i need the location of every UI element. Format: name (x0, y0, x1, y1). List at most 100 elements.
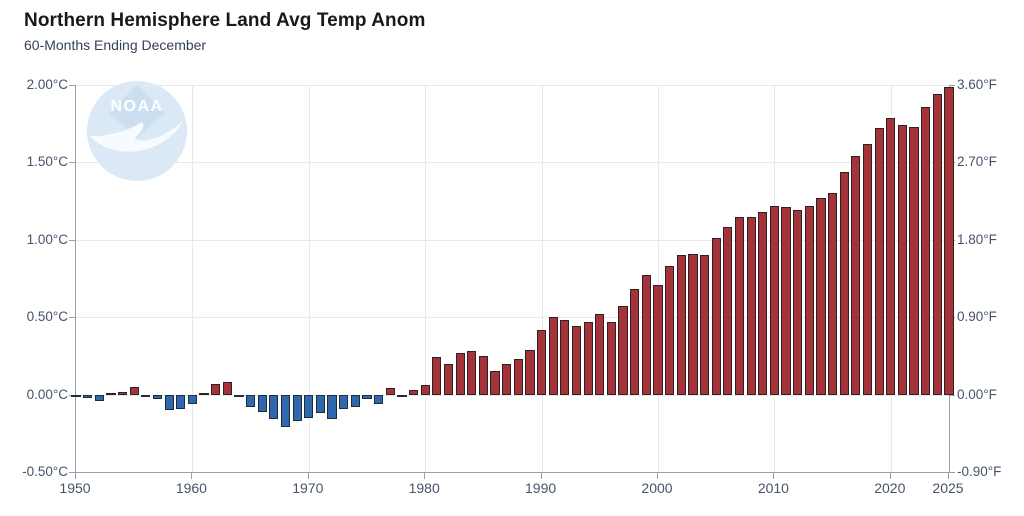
bar-1997[interactable] (618, 306, 628, 395)
bar-2006[interactable] (723, 227, 733, 395)
bar-1962[interactable] (211, 383, 221, 395)
gridline-vertical (658, 85, 659, 472)
bar-1994[interactable] (583, 321, 593, 395)
bar-2009[interactable] (758, 211, 768, 395)
bar-1978[interactable] (397, 394, 407, 397)
bar-1990[interactable] (537, 329, 547, 395)
bar-1974[interactable] (350, 394, 360, 407)
bar-1959[interactable] (176, 394, 186, 409)
y-tick-label-celsius: 0.50°C (26, 309, 68, 325)
chart-title: Northern Hemisphere Land Avg Temp Anom (24, 10, 426, 31)
y-tick-label-fahrenheit: -0.90°F (957, 464, 1002, 479)
axis-tick (191, 473, 193, 479)
bar-1967[interactable] (269, 394, 279, 420)
bar-2003[interactable] (688, 253, 698, 395)
bar-1956[interactable] (141, 394, 151, 397)
bar-1969[interactable] (292, 394, 302, 421)
bar-1951[interactable] (83, 394, 93, 398)
axis-tick (69, 472, 75, 473)
bar-1957[interactable] (152, 394, 163, 400)
bar-2021[interactable] (897, 125, 908, 395)
gridline-horizontal (76, 394, 949, 396)
bar-1963[interactable] (222, 382, 232, 395)
gridline-horizontal (76, 317, 949, 319)
bar-2010[interactable] (769, 205, 779, 395)
bar-2022[interactable] (909, 126, 919, 395)
bar-1970[interactable] (304, 394, 314, 418)
plot-area: NOAA (71, 81, 954, 473)
y-tick-label-fahrenheit: 3.60°F (957, 77, 997, 92)
gridline-horizontal (76, 85, 949, 86)
bar-2023[interactable] (921, 106, 931, 395)
bar-1954[interactable] (117, 391, 128, 395)
bar-1975[interactable] (362, 394, 372, 400)
bar-1953[interactable] (106, 393, 116, 396)
bar-2008[interactable] (746, 216, 756, 395)
gridline-vertical (541, 85, 543, 472)
bar-1973[interactable] (339, 394, 349, 409)
bar-1980[interactable] (420, 385, 430, 395)
bar-2025[interactable] (944, 86, 954, 395)
bar-1965[interactable] (246, 394, 256, 407)
y-tick-label-celsius: -0.50°C (22, 464, 68, 479)
bar-1981[interactable] (432, 357, 442, 395)
bar-2002[interactable] (676, 255, 686, 395)
bar-1950[interactable] (71, 394, 81, 397)
bar-2019[interactable] (874, 128, 884, 395)
axis-tick (307, 473, 309, 479)
bar-1985[interactable] (478, 355, 488, 395)
bar-2015[interactable] (828, 193, 838, 395)
bar-2024[interactable] (932, 94, 942, 395)
bar-1955[interactable] (129, 386, 139, 395)
gridline-vertical (192, 85, 194, 472)
bar-1979[interactable] (408, 389, 419, 395)
noaa-logo-bird (90, 120, 184, 152)
axis-tick (949, 85, 955, 86)
bar-1968[interactable] (280, 394, 291, 428)
bar-2001[interactable] (665, 266, 675, 395)
bar-2004[interactable] (699, 255, 710, 395)
bar-2020[interactable] (886, 117, 896, 395)
x-tick-label: 1980 (408, 480, 440, 496)
bar-1982[interactable] (443, 363, 454, 395)
bar-2018[interactable] (862, 143, 873, 395)
bar-1971[interactable] (315, 394, 326, 414)
bar-1993[interactable] (571, 326, 582, 395)
bar-1996[interactable] (606, 321, 617, 395)
bar-1984[interactable] (467, 351, 477, 395)
bar-1977[interactable] (385, 388, 395, 395)
bar-2013[interactable] (804, 205, 814, 395)
bar-1972[interactable] (327, 394, 337, 420)
bar-1988[interactable] (513, 358, 523, 395)
bar-1999[interactable] (641, 275, 651, 395)
noaa-logo-text: NOAA (110, 98, 163, 115)
bar-1961[interactable] (199, 393, 209, 396)
bar-1976[interactable] (374, 394, 384, 404)
bar-1989[interactable] (525, 349, 535, 395)
bar-2017[interactable] (851, 156, 861, 395)
bar-1960[interactable] (187, 394, 197, 404)
bar-1986[interactable] (490, 371, 500, 395)
bar-2012[interactable] (793, 210, 803, 395)
bar-2007[interactable] (734, 216, 745, 395)
bar-1966[interactable] (257, 394, 267, 412)
bar-2014[interactable] (816, 198, 826, 395)
bar-1952[interactable] (94, 394, 104, 401)
bar-1987[interactable] (502, 363, 512, 395)
bar-1992[interactable] (560, 320, 570, 395)
bar-1991[interactable] (548, 317, 558, 395)
bar-1958[interactable] (164, 394, 174, 411)
bar-1964[interactable] (234, 394, 244, 397)
bar-2005[interactable] (711, 238, 721, 395)
y-tick-label-fahrenheit: 2.70°F (957, 154, 997, 170)
bar-1995[interactable] (595, 314, 605, 395)
bar-2011[interactable] (781, 207, 791, 395)
axis-tick (540, 473, 542, 479)
axis-tick (424, 473, 426, 479)
bar-2016[interactable] (839, 171, 849, 395)
bar-2000[interactable] (653, 284, 663, 395)
bar-1983[interactable] (455, 352, 465, 395)
bar-1998[interactable] (630, 289, 640, 395)
y-tick-label-fahrenheit: 0.00°F (957, 386, 997, 402)
x-tick-label: 2020 (874, 480, 906, 496)
